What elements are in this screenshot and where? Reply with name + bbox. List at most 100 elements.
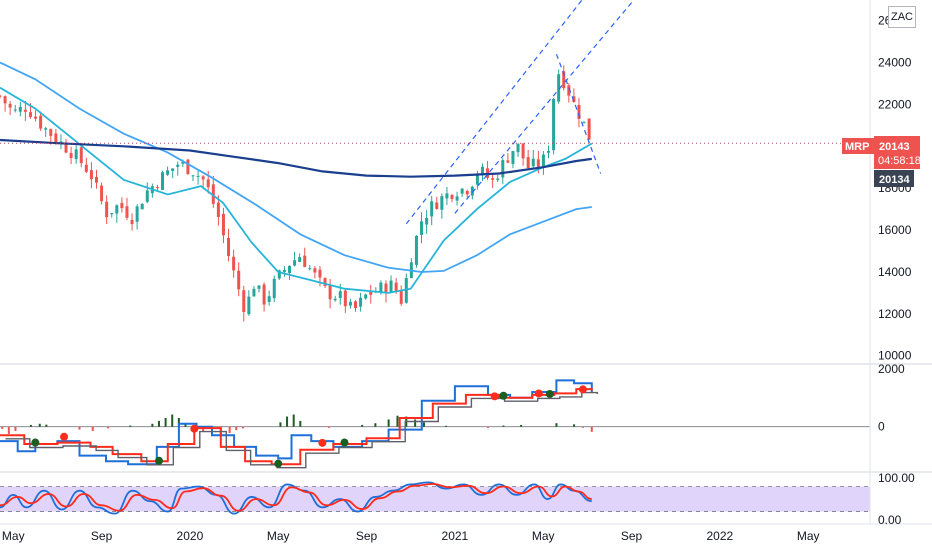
macd-histogram-bar — [184, 423, 187, 427]
candle-body — [140, 203, 144, 210]
candle-body — [369, 291, 373, 295]
candle-body — [8, 103, 12, 108]
candle-body — [465, 190, 469, 195]
candle-body — [450, 195, 454, 200]
macd-histogram-bar — [445, 425, 448, 427]
price-axis-tick-label: 14000 — [878, 265, 912, 279]
price-pane[interactable] — [0, 0, 870, 322]
symbol-badge-text: MRP — [845, 141, 869, 153]
candle-body — [379, 282, 383, 293]
time-axis-tick-label: Sep — [91, 529, 113, 543]
last-price-text: 20143 — [879, 141, 910, 153]
time-axis-tick-label: Sep — [621, 529, 643, 543]
macd-histogram-bar — [38, 423, 41, 427]
candle-body — [318, 269, 322, 278]
macd-cross-marker — [340, 438, 349, 447]
stochastic-axis-tick-label: 100.00 — [878, 471, 915, 485]
macd-histogram-bar — [396, 415, 399, 427]
macd-series-line — [0, 388, 593, 466]
macd-histogram-bar — [581, 426, 584, 428]
candle-body — [59, 141, 63, 144]
last-price-badge-bg — [842, 138, 874, 154]
candle-body — [364, 294, 368, 299]
time-axis-tick-label: Sep — [356, 529, 378, 543]
time-axis-tick-label: May — [797, 529, 820, 543]
candle-body — [115, 205, 119, 214]
candle-body — [54, 133, 58, 143]
candle-body — [359, 297, 363, 307]
candle-body — [445, 193, 449, 199]
candle-body — [420, 221, 424, 235]
candle-body — [526, 157, 530, 169]
candle-body — [480, 166, 484, 175]
time-axis-tick-label: 2021 — [442, 529, 469, 543]
macd-histogram-bar — [1, 426, 4, 429]
macd-histogram-bar — [241, 426, 244, 429]
candle-body — [267, 296, 271, 303]
macd-histogram-bar — [151, 423, 154, 427]
candle-body — [460, 188, 464, 194]
macd-histogram-bar — [590, 426, 593, 432]
macd-histogram-bar — [164, 418, 167, 427]
countdown-text: 04:58:18 — [878, 155, 921, 167]
candle-body — [470, 186, 474, 196]
macd-secondary-line — [5, 391, 598, 469]
moving-average-line — [0, 86, 593, 294]
candle-body — [100, 185, 104, 202]
macd-cross-marker — [60, 432, 69, 441]
candle-body — [69, 153, 73, 159]
candle-body — [536, 159, 540, 167]
macd-histogram-bar — [7, 426, 10, 434]
candle-body — [171, 168, 175, 171]
candle-body — [577, 105, 581, 120]
candle-body — [272, 278, 276, 299]
candle-body — [84, 164, 88, 172]
candle-body — [298, 257, 302, 262]
candle-body — [399, 290, 403, 304]
macd-pane[interactable] — [0, 379, 870, 469]
macd-histogram-bar — [292, 414, 295, 427]
stochastic-series-line — [0, 483, 592, 512]
trend-line[interactable] — [555, 53, 602, 174]
trend-line[interactable] — [454, 0, 687, 214]
macd-histogram-bar — [45, 424, 48, 427]
stochastic-pane[interactable] — [0, 481, 870, 515]
macd-series-line — [0, 379, 593, 466]
macd-histogram-bar — [299, 420, 302, 427]
candle-body — [541, 154, 545, 168]
price-scale-badge[interactable]: ZAC — [888, 6, 916, 28]
candle-body — [120, 202, 124, 209]
candle-body — [155, 187, 159, 189]
macd-cross-marker — [274, 459, 283, 468]
macd-cross-marker — [545, 390, 554, 399]
candle-body — [587, 118, 591, 140]
candle-body — [348, 301, 352, 306]
candle-body — [455, 196, 459, 201]
candle-body — [262, 284, 266, 305]
candle-body — [130, 219, 134, 225]
macd-cross-marker — [190, 424, 199, 433]
candle-body — [313, 268, 317, 273]
candle-body — [23, 109, 27, 112]
macd-histogram-bar — [361, 424, 364, 427]
candle-body — [89, 170, 93, 180]
candle-body — [516, 143, 520, 153]
candle-body — [303, 255, 307, 267]
candle-body — [166, 170, 170, 175]
candle-body — [338, 291, 342, 299]
candle-body — [13, 109, 17, 111]
macd-axis-tick-label: 2000 — [878, 362, 905, 376]
trend-line[interactable] — [405, 0, 631, 225]
candle-body — [293, 260, 297, 266]
candle-body — [506, 160, 510, 163]
candle-body — [105, 201, 109, 218]
macd-histogram-bar — [328, 426, 331, 428]
price-badges: MRP 20143 04:58:18 20134 — [842, 136, 921, 187]
candle-body — [74, 149, 78, 160]
ma-value-text: 20134 — [879, 174, 910, 186]
candle-body — [252, 288, 256, 297]
macd-histogram-bar — [107, 426, 110, 429]
macd-histogram-bar — [374, 423, 377, 427]
candle-body — [323, 278, 327, 286]
